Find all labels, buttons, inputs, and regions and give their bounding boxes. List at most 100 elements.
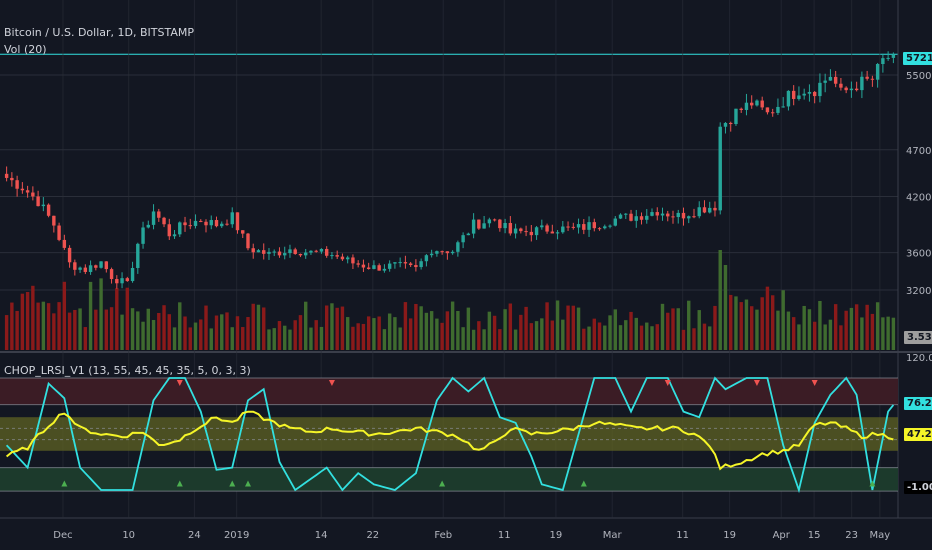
candle-body xyxy=(382,268,387,271)
indicator-tick-label: 120.00 xyxy=(906,353,932,364)
yellow-value-tag: 47.22 xyxy=(904,428,932,441)
volume-bar xyxy=(167,314,171,350)
candle-body xyxy=(31,192,35,197)
candle-body xyxy=(387,263,392,269)
time-tick-label: Apr xyxy=(773,530,791,541)
candle-body xyxy=(136,243,140,268)
volume-bar xyxy=(361,323,366,350)
volume-bar xyxy=(267,329,271,350)
candle-body xyxy=(235,212,240,231)
volume-bar xyxy=(456,310,460,350)
candle-body xyxy=(52,215,56,226)
candle-body xyxy=(141,227,145,244)
candle-body xyxy=(419,261,423,268)
candle-body xyxy=(204,221,208,226)
candle-body xyxy=(891,54,896,58)
candle-body xyxy=(786,90,791,107)
candle-body xyxy=(487,219,492,224)
volume-bar xyxy=(582,328,586,350)
buy-signal-marker xyxy=(176,480,183,487)
candle-body xyxy=(314,250,318,252)
volume-bar xyxy=(571,305,576,350)
volume-bar xyxy=(136,311,140,350)
candle-body xyxy=(513,228,518,234)
candle-body xyxy=(540,225,544,228)
volume-bar xyxy=(225,312,229,350)
candle-body xyxy=(708,207,712,213)
volume-bar xyxy=(881,317,885,350)
candle-body xyxy=(482,223,486,229)
volume-bar xyxy=(146,308,150,350)
volume-bar xyxy=(891,317,896,350)
candle-body xyxy=(545,225,549,232)
candle-body xyxy=(193,220,198,226)
candle-body xyxy=(267,251,271,254)
volume-bar xyxy=(277,321,282,350)
candle-body xyxy=(445,251,450,254)
volume-bar xyxy=(681,329,686,350)
volume-bar xyxy=(445,311,450,350)
buy-signal-marker xyxy=(580,480,587,487)
volume-bar xyxy=(382,329,387,350)
volume-bar xyxy=(52,313,56,350)
candle-body xyxy=(172,234,177,237)
candle-body xyxy=(671,216,675,218)
volume-bar xyxy=(629,311,633,350)
volume-bar xyxy=(660,303,665,350)
time-tick-label: 22 xyxy=(366,530,379,541)
last-price-tag: 5721.90 xyxy=(903,52,932,65)
volume-bar xyxy=(125,287,130,350)
volume-bar xyxy=(723,265,728,350)
time-tick-label: 2019 xyxy=(224,530,249,541)
price-tick-label: 3600.00 xyxy=(906,249,932,260)
volume-bar xyxy=(241,327,245,350)
time-tick-label: 24 xyxy=(188,530,201,541)
time-tick-label: 23 xyxy=(845,530,858,541)
candle-body xyxy=(225,223,229,225)
candle-body xyxy=(162,217,166,225)
volume-bar xyxy=(298,315,303,350)
volume-bar xyxy=(319,326,324,350)
volume-bar xyxy=(230,327,234,350)
candle-body xyxy=(498,219,502,229)
candle-body xyxy=(471,219,476,234)
time-tick-label: 14 xyxy=(315,530,328,541)
volume-bar xyxy=(414,303,418,350)
candle-body xyxy=(272,251,276,253)
candle-body xyxy=(46,204,51,216)
candle-body xyxy=(377,265,381,271)
volume-bar xyxy=(597,322,602,350)
volume-bar xyxy=(20,293,25,350)
candle-body xyxy=(120,278,124,284)
candle-body xyxy=(629,213,633,221)
volume-bar xyxy=(408,318,413,350)
candle-body xyxy=(797,95,801,99)
volume-bar xyxy=(162,305,166,350)
volume-bar xyxy=(529,323,534,350)
volume-bar xyxy=(765,286,770,350)
volume-bar xyxy=(293,320,297,350)
candle-body xyxy=(262,250,266,254)
time-tick-label: 19 xyxy=(550,530,563,541)
volume-bar xyxy=(566,305,570,350)
candle-body xyxy=(36,196,40,207)
candle-body xyxy=(534,227,539,236)
volume-bar xyxy=(513,329,518,350)
volume-bar xyxy=(477,321,481,350)
candle-body xyxy=(178,222,182,235)
price-tick-label: 3200.00 xyxy=(906,286,932,297)
candle-body xyxy=(241,230,245,234)
volume-bar xyxy=(324,305,329,350)
volume-bar xyxy=(854,304,859,350)
volume-bar xyxy=(151,319,156,350)
candle-body xyxy=(807,91,812,94)
candle-body xyxy=(828,76,833,81)
volume-bar xyxy=(304,301,308,350)
candle-body xyxy=(624,213,628,215)
candle-body xyxy=(582,224,586,230)
candle-body xyxy=(83,267,88,272)
candle-body xyxy=(330,255,334,257)
candle-body xyxy=(865,76,869,79)
buy-signal-marker xyxy=(229,480,236,487)
